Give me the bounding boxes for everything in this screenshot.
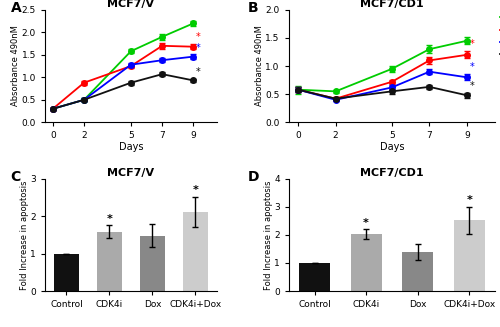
X-axis label: Days: Days [118, 142, 143, 152]
Y-axis label: Absorbance 490nM: Absorbance 490nM [11, 26, 20, 107]
X-axis label: Days: Days [380, 142, 404, 152]
Bar [96, 232, 122, 291]
Text: *: * [363, 218, 369, 228]
Text: *: * [470, 62, 474, 72]
Bar [454, 220, 484, 291]
Legend: Control, 400nM CDK4i, 30nM Dox, CDK4i + Dox: Control, 400nM CDK4i, 30nM Dox, CDK4i + … [497, 10, 500, 62]
Bar [299, 263, 330, 291]
Text: *: * [196, 43, 200, 53]
Title: MCF7/V: MCF7/V [108, 168, 154, 178]
Text: D: D [248, 169, 259, 183]
Text: *: * [470, 39, 474, 49]
Text: *: * [196, 32, 200, 42]
Bar [140, 235, 166, 291]
Title: MCF7/CD1: MCF7/CD1 [360, 0, 424, 9]
Title: MCF7/V: MCF7/V [108, 0, 154, 9]
Text: B: B [248, 1, 258, 15]
Y-axis label: Fold Increase in apoptosis: Fold Increase in apoptosis [264, 180, 272, 289]
Bar [182, 212, 208, 291]
Y-axis label: Absorbance 490nM: Absorbance 490nM [255, 26, 264, 107]
Text: *: * [470, 81, 474, 91]
Text: C: C [10, 169, 21, 183]
Text: *: * [106, 214, 112, 224]
Text: *: * [466, 195, 472, 205]
Bar [402, 252, 433, 291]
Text: A: A [10, 1, 22, 15]
Title: MCF7/CD1: MCF7/CD1 [360, 168, 424, 178]
Bar [350, 234, 382, 291]
Text: *: * [192, 185, 198, 195]
Y-axis label: Fold Increase in apoptosis: Fold Increase in apoptosis [20, 180, 29, 289]
Bar [54, 253, 80, 291]
Text: *: * [196, 67, 200, 77]
